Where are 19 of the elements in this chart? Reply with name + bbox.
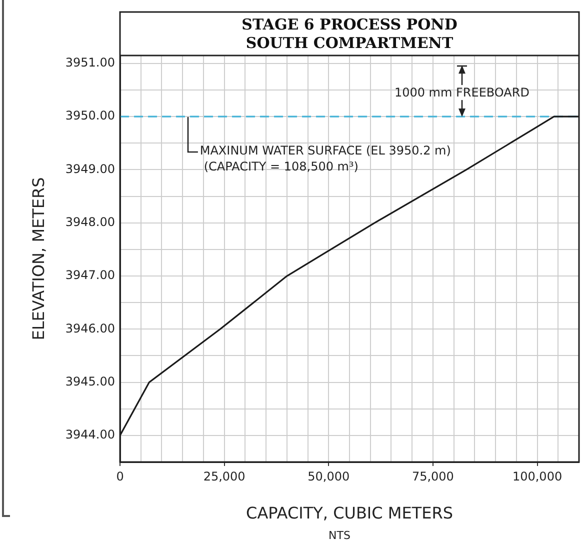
y-tick-label: 3949.00	[65, 162, 115, 176]
annotation: MAXINUM WATER SURFACE (EL 3950.2 m) (CAPACITY = 108,500 m³)	[200, 144, 451, 174]
y-tick-label: 3946.00	[65, 321, 115, 336]
annotation: 1000 mm FREEBOARD	[394, 86, 530, 100]
y-tick-label: 3948.00	[65, 215, 115, 230]
x-tick-label: 100,000	[512, 469, 562, 484]
x-tick-label: 0	[116, 469, 124, 484]
text: NTS	[328, 528, 350, 542]
x-tick-label: 25,000	[203, 469, 246, 484]
x-tick-label: 75,000	[412, 469, 454, 484]
x-axis-title: CAPACITY, CUBIC METERS	[246, 504, 453, 523]
chart-title: STAGE 6 PROCESS POND SOUTH COMPARTMENT	[242, 15, 458, 52]
y-axis-title: ELEVATION, METERS	[28, 177, 48, 340]
y-tick-label: 3951.00	[65, 56, 115, 70]
y-tick-label: 3950.00	[65, 108, 115, 123]
y-tick-label: 3944.00	[65, 428, 115, 442]
y-tick-label: 3947.00	[65, 268, 115, 282]
y-tick-label: 3945.00	[65, 374, 115, 388]
x-tick-label: 50,000	[308, 469, 350, 484]
